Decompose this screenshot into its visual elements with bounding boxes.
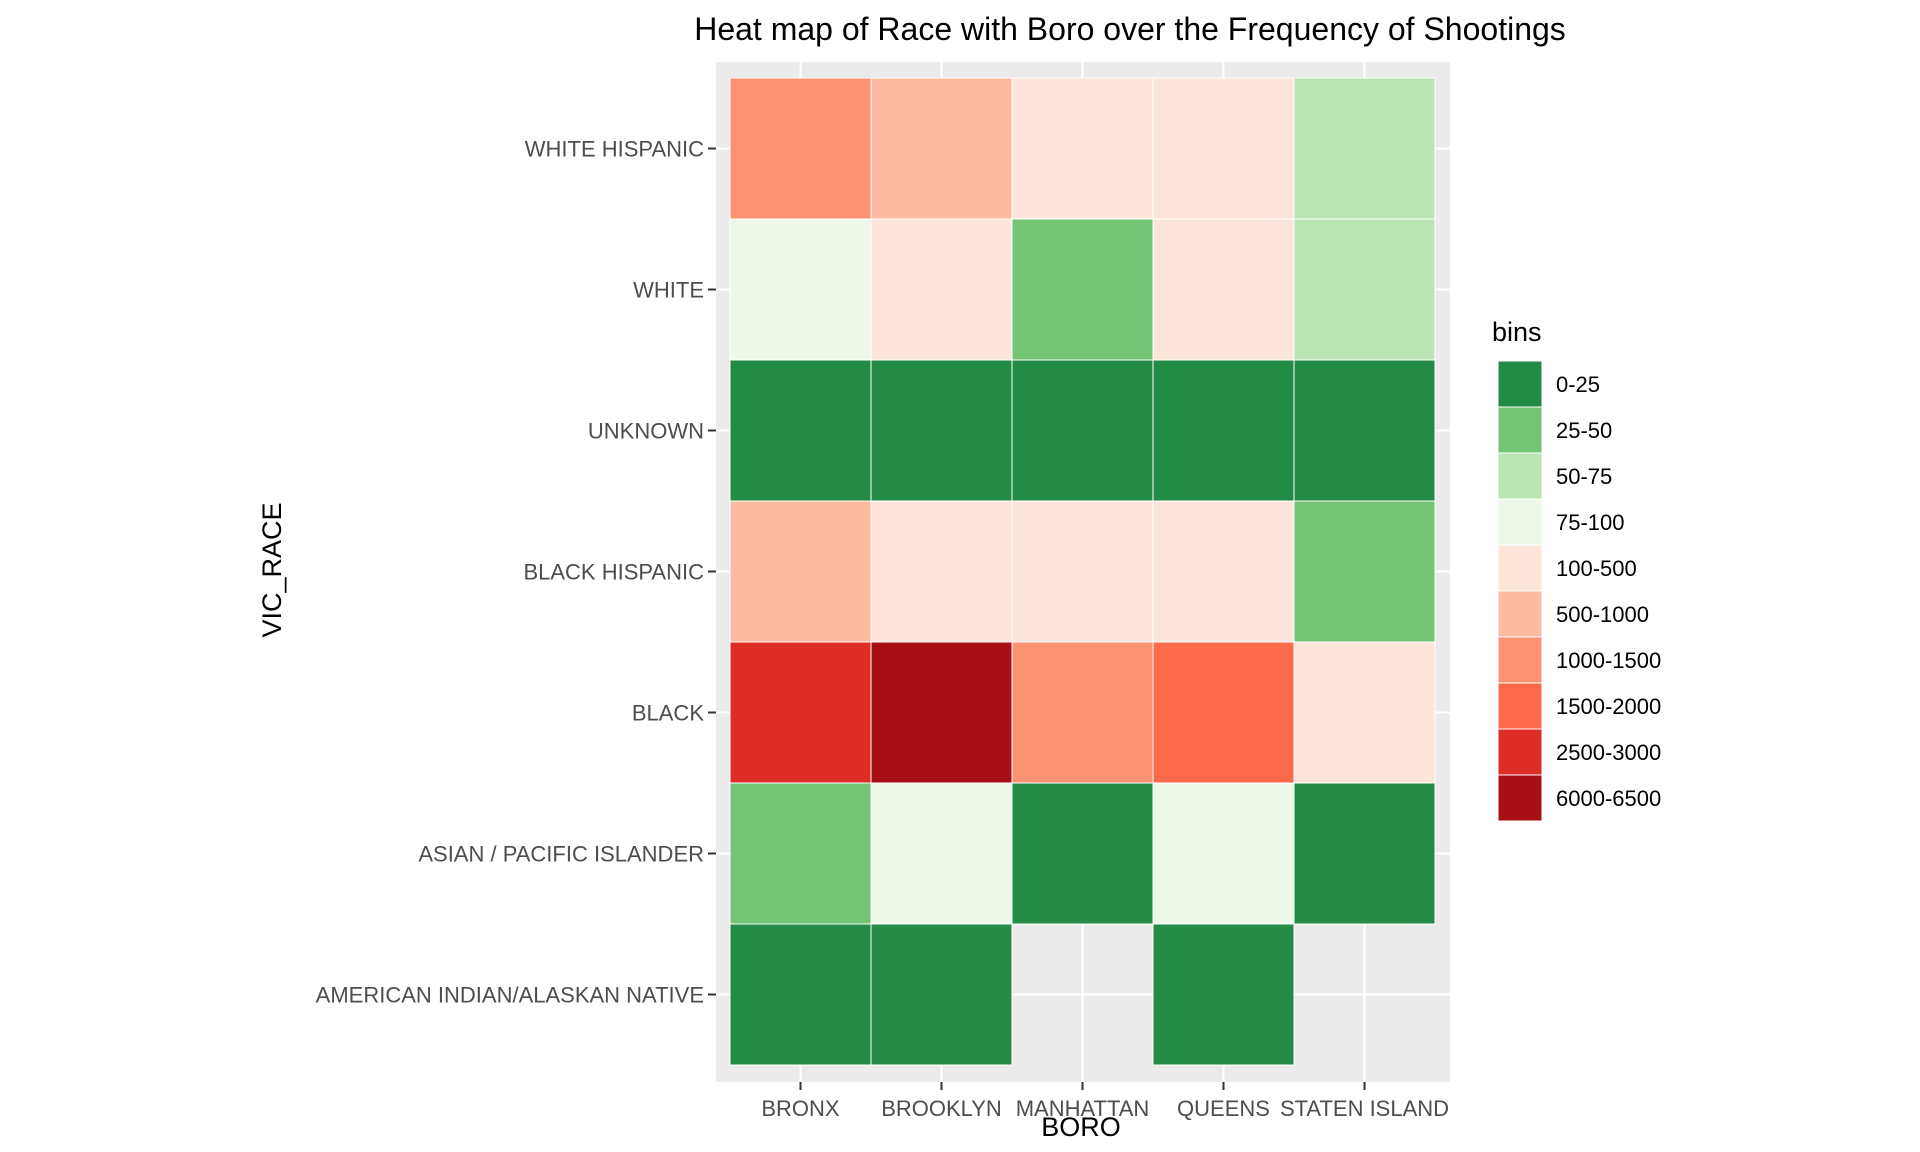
legend-title: bins	[1492, 317, 1542, 347]
heatmap-cell	[729, 641, 872, 784]
heatmap-cell	[1293, 500, 1436, 643]
heatmap-cell	[1011, 218, 1154, 361]
heatmap-cell	[1293, 77, 1436, 220]
heatmap-cell	[1293, 641, 1436, 784]
x-tick-label: BROOKLYN	[881, 1096, 1002, 1121]
legend-key	[1497, 728, 1543, 776]
heatmap-cells	[729, 77, 1436, 1066]
heatmap-cell	[1293, 218, 1436, 361]
legend-key	[1497, 498, 1543, 546]
y-axis: AMERICAN INDIAN/ALASKAN NATIVE ASIAN / PA…	[316, 137, 716, 1008]
heatmap-cell	[1011, 500, 1154, 643]
heatmap-cell	[1011, 77, 1154, 220]
heatmap-cell	[1011, 641, 1154, 784]
heatmap-cell	[870, 77, 1013, 220]
heatmap-cell	[1152, 923, 1295, 1066]
heatmap-cell	[870, 782, 1013, 925]
legend-key	[1497, 774, 1543, 822]
x-tick-label: BRONX	[761, 1096, 840, 1121]
heatmap-cell	[870, 218, 1013, 361]
legend-label: 25-50	[1556, 418, 1612, 443]
heatmap-cell	[1293, 359, 1436, 502]
heatmap-cell	[1293, 782, 1436, 925]
y-tick-label: WHITE HISPANIC	[525, 137, 704, 162]
y-tick-label: BLACK	[632, 701, 704, 726]
heatmap-cell	[729, 218, 872, 361]
heatmap-cell	[729, 500, 872, 643]
heatmap-cell	[870, 923, 1013, 1066]
x-tick-label: QUEENS	[1177, 1096, 1270, 1121]
heatmap-cell	[729, 359, 872, 502]
y-axis-title: VIC_RACE	[257, 502, 287, 637]
y-tick-label: AMERICAN INDIAN/ALASKAN NATIVE	[316, 983, 704, 1008]
y-tick-label: UNKNOWN	[588, 419, 704, 444]
heatmap-cell	[1152, 218, 1295, 361]
legend-label: 100-500	[1556, 556, 1637, 581]
heatmap-cell	[870, 500, 1013, 643]
y-tick-label: BLACK HISPANIC	[523, 560, 704, 585]
heatmap-cell	[1152, 77, 1295, 220]
heatmap-cell	[1152, 782, 1295, 925]
chart-title: Heat map of Race with Boro over the Freq…	[694, 11, 1566, 47]
x-axis: BRONX BROOKLYN MANHATTAN QUEENS STATEN ISLAN…	[761, 1082, 1449, 1121]
heatmap-cell	[1011, 359, 1154, 502]
legend-label: 0-25	[1556, 372, 1600, 397]
heatmap-cell	[870, 359, 1013, 502]
x-axis-title: BORO	[1041, 1112, 1121, 1142]
heatmap-cell	[870, 641, 1013, 784]
legend-label: 1000-1500	[1556, 648, 1661, 673]
legend-key	[1497, 452, 1543, 500]
heatmap-cell	[1011, 782, 1154, 925]
legend-key	[1497, 544, 1543, 592]
legend-label: 50-75	[1556, 464, 1612, 489]
legend-label: 75-100	[1556, 510, 1625, 535]
legend-key	[1497, 360, 1543, 408]
legend-label: 6000-6500	[1556, 786, 1661, 811]
legend-label: 500-1000	[1556, 602, 1649, 627]
legend: bins 0-25 25-50 50-75 75-100 100-500 500-1000…	[1492, 317, 1661, 822]
y-tick-label: WHITE	[633, 278, 704, 303]
heatmap-cell	[1152, 359, 1295, 502]
heatmap-cell	[1152, 500, 1295, 643]
legend-key	[1497, 590, 1543, 638]
legend-key	[1497, 406, 1543, 454]
heatmap-cell	[729, 782, 872, 925]
heatmap-cell	[729, 77, 872, 220]
heatmap-cell	[729, 923, 872, 1066]
legend-key	[1497, 682, 1543, 730]
legend-key	[1497, 636, 1543, 684]
legend-label: 1500-2000	[1556, 694, 1661, 719]
legend-label: 2500-3000	[1556, 740, 1661, 765]
y-tick-label: ASIAN / PACIFIC ISLANDER	[418, 842, 704, 867]
x-tick-label: STATEN ISLAND	[1280, 1096, 1449, 1121]
heatmap-cell	[1152, 641, 1295, 784]
x-tick-label: MANHATTAN	[1016, 1096, 1150, 1121]
